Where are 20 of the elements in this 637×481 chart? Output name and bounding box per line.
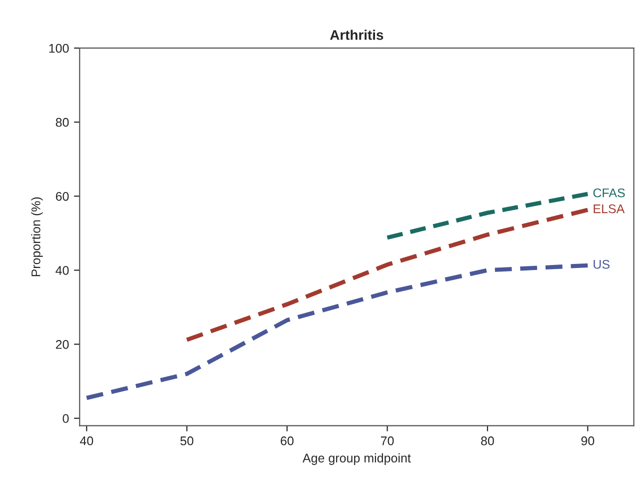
- line-series: [84, 263, 590, 400]
- y-tick-label: 60: [56, 192, 69, 201]
- x-tick-label: 60: [280, 436, 294, 446]
- x-tick-label: 50: [180, 436, 194, 446]
- y-axis-title: Proportion (%): [31, 197, 43, 276]
- series-label: US: [594, 260, 610, 269]
- series-label: CFAS: [593, 188, 625, 198]
- y-tick-label: 100: [49, 44, 69, 53]
- series-label: ELSA: [594, 204, 625, 214]
- chart-title: Arthritis: [330, 30, 384, 40]
- x-tick-label: 90: [581, 436, 594, 446]
- x-tick-label: 70: [380, 436, 394, 446]
- y-tick-label: 20: [56, 340, 69, 349]
- x-tick-label: 40: [80, 436, 94, 446]
- line-series: [184, 208, 590, 342]
- x-tick-label: 80: [481, 436, 494, 446]
- y-tick-label: 40: [56, 266, 69, 275]
- x-axis-title: Age group midpoint: [302, 453, 411, 465]
- y-tick-label: 0: [62, 414, 69, 423]
- y-tick-label: 80: [56, 118, 69, 127]
